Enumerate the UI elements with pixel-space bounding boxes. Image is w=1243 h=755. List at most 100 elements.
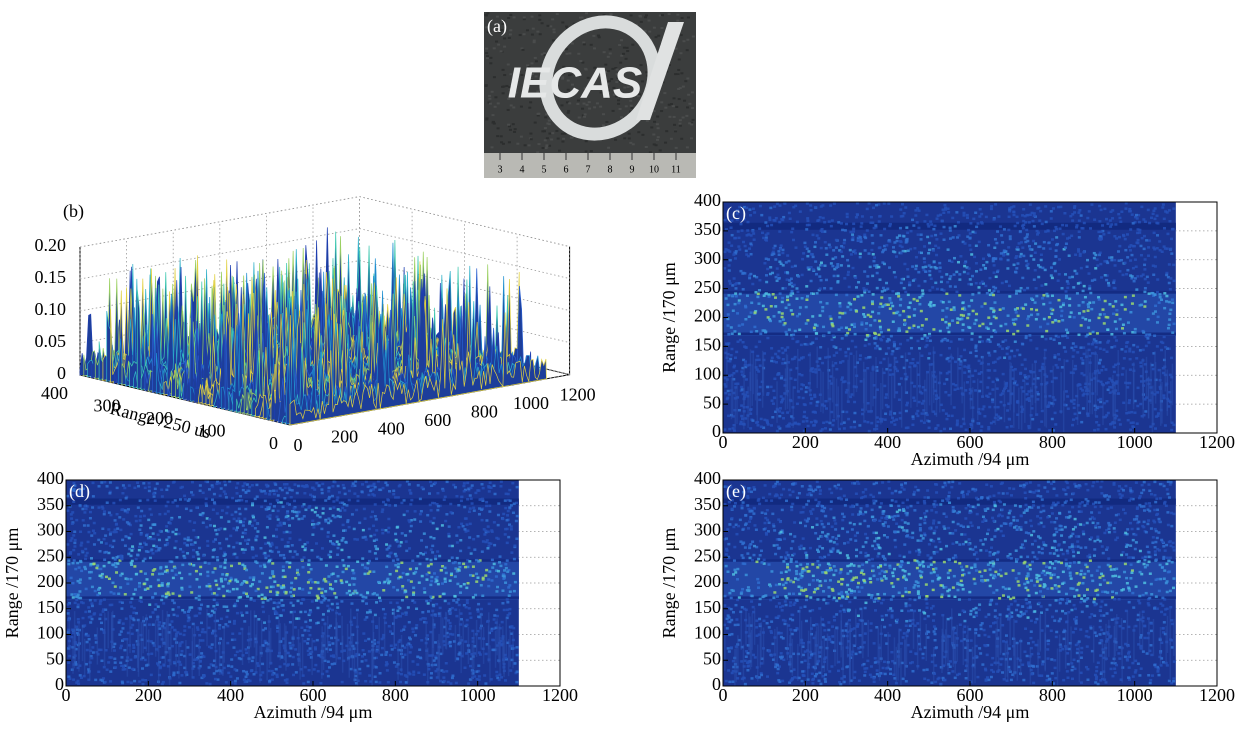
image-pixel: [991, 401, 994, 404]
image-pixel: [1099, 359, 1102, 362]
image-pixel: [1107, 412, 1110, 415]
image-pixel: [823, 287, 826, 290]
y-tick-label: 0: [269, 433, 278, 453]
image-streak: [1161, 382, 1163, 424]
image-pixel: [1119, 423, 1122, 426]
image-pixel: [75, 519, 78, 522]
image-pixel: [1091, 343, 1094, 346]
image-pixel: [758, 340, 761, 343]
image-pixel: [222, 585, 225, 588]
image-pixel: [839, 305, 842, 308]
image-streak: [1011, 363, 1013, 405]
image-pixel: [730, 244, 733, 247]
image-pixel: [938, 262, 941, 265]
image-pixel: [506, 559, 509, 562]
image-pixel: [188, 520, 191, 523]
image-pixel: [908, 306, 911, 309]
image-pixel: [251, 484, 254, 487]
image-pixel: [1130, 254, 1133, 257]
image-pixel: [895, 255, 898, 257]
image-pixel: [741, 272, 744, 275]
image-pixel: [216, 556, 219, 559]
image-pixel: [744, 318, 747, 321]
image-pixel: [266, 526, 269, 529]
photo-grain: [507, 17, 510, 19]
image-pixel: [965, 429, 968, 432]
image-pixel: [1129, 228, 1132, 231]
image-pixel: [390, 644, 393, 647]
image-pixel: [1086, 259, 1089, 262]
image-pixel: [1133, 245, 1136, 248]
image-pixel: [790, 309, 793, 312]
image-pixel: [99, 550, 102, 553]
image-pixel: [946, 281, 949, 284]
image-pixel: [144, 679, 147, 682]
image-pixel: [765, 281, 768, 284]
image-pixel: [1037, 264, 1040, 267]
image-pixel: [1147, 341, 1150, 344]
image-pixel: [864, 249, 867, 252]
photo-grain: [654, 36, 657, 38]
image-pixel: [750, 253, 753, 256]
image-streak: [905, 352, 907, 394]
image-pixel: [1029, 339, 1032, 342]
grid-line: [80, 229, 570, 279]
image-pixel: [923, 334, 926, 337]
image-pixel: [249, 585, 252, 588]
image-pixel: [362, 632, 365, 635]
image-pixel: [831, 323, 834, 326]
image-pixel: [245, 676, 248, 679]
image-pixel: [1066, 280, 1069, 283]
image-pixel: [840, 245, 843, 248]
image-pixel: [1047, 229, 1050, 232]
photo-grain: [652, 133, 655, 135]
image-pixel: [1044, 205, 1047, 208]
image-pixel: [732, 253, 735, 256]
photo-grain: [567, 110, 570, 112]
image-pixel: [898, 314, 901, 317]
image-pixel: [760, 418, 763, 421]
image-pixel: [860, 225, 863, 228]
image-pixel: [264, 554, 267, 557]
image-pixel: [770, 386, 773, 389]
image-pixel: [431, 551, 434, 554]
image-pixel: [838, 302, 841, 305]
image-pixel: [506, 601, 509, 604]
image-pixel: [412, 673, 415, 676]
image-pixel: [999, 401, 1002, 404]
image-pixel: [1118, 259, 1121, 262]
image-pixel: [1098, 362, 1101, 365]
image-pixel: [1115, 328, 1118, 331]
image-pixel: [1061, 335, 1064, 338]
image-pixel: [1090, 308, 1093, 311]
image-pixel: [139, 519, 142, 522]
image-pixel: [195, 615, 198, 618]
image-pixel: [187, 614, 190, 617]
image-pixel: [502, 513, 505, 516]
image-pixel: [908, 284, 911, 287]
image-pixel: [1089, 292, 1092, 295]
image-pixel: [496, 615, 499, 618]
image-pixel: [272, 509, 275, 512]
image-pixel: [87, 634, 90, 637]
image-pixel: [88, 577, 91, 580]
image-pixel: [737, 302, 740, 305]
image-pixel: [344, 541, 347, 544]
image-pixel: [277, 510, 280, 513]
image-pixel: [981, 280, 984, 283]
photo-grain: [486, 57, 489, 59]
photo-grain: [508, 141, 511, 143]
image-pixel: [1051, 238, 1054, 241]
image-pixel: [806, 319, 809, 322]
image-pixel: [1114, 300, 1117, 303]
image-pixel: [1074, 254, 1077, 257]
image-pixel: [878, 220, 881, 223]
image-pixel: [412, 630, 415, 633]
image-pixel: [328, 608, 331, 611]
image-pixel: [271, 573, 274, 576]
photo-grain: [538, 19, 541, 21]
image-pixel: [773, 397, 776, 400]
image-pixel: [1131, 302, 1134, 305]
image-pixel: [223, 566, 226, 569]
image-pixel: [225, 538, 228, 541]
